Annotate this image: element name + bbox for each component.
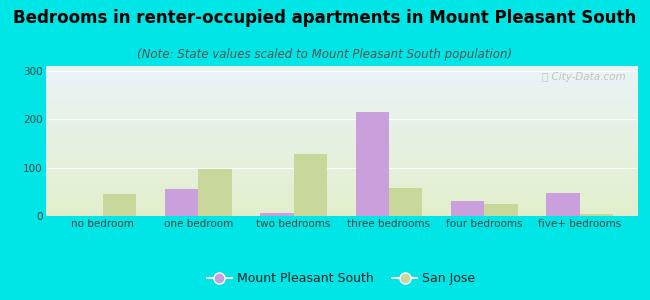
Bar [164, 189, 198, 216]
Text: Bedrooms in renter-occupied apartments in Mount Pleasant South: Bedrooms in renter-occupied apartments i… [14, 9, 636, 27]
Bar [484, 204, 518, 216]
Bar [547, 193, 580, 216]
Bar [198, 169, 231, 216]
Legend: Mount Pleasant South, San Jose: Mount Pleasant South, San Jose [202, 267, 480, 290]
Bar [451, 200, 484, 216]
Text: Ⓢ City-Data.com: Ⓢ City-Data.com [541, 72, 625, 82]
Bar [260, 213, 294, 216]
Text: (Note: State values scaled to Mount Pleasant South population): (Note: State values scaled to Mount Plea… [137, 48, 513, 61]
Bar [356, 112, 389, 216]
Bar [389, 188, 422, 216]
Bar [103, 194, 136, 216]
Bar [580, 214, 613, 216]
Bar [294, 154, 327, 216]
